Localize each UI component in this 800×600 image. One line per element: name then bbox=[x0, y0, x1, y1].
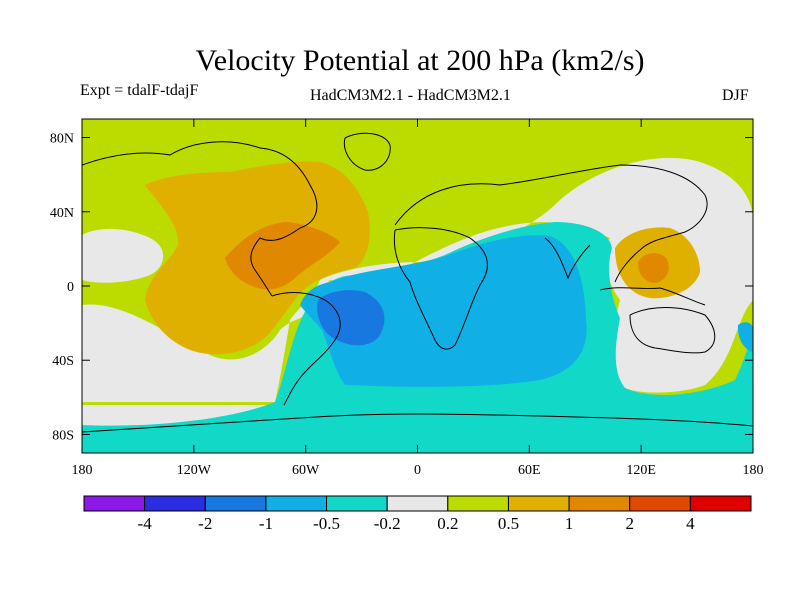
coastline-south-america bbox=[271, 292, 341, 406]
coastline-antarctica bbox=[82, 413, 753, 433]
coastline-maritime bbox=[599, 287, 706, 306]
colorbar-label: -0.5 bbox=[313, 514, 340, 533]
colorbar-label: 1 bbox=[565, 514, 574, 533]
coastlines bbox=[82, 132, 753, 433]
coastline-north-america bbox=[82, 141, 318, 297]
colorbar-label: -0.2 bbox=[374, 514, 401, 533]
lat-tick-label: 80S bbox=[52, 428, 74, 443]
colorbar-swatch bbox=[265, 495, 328, 512]
longitude-axis: 180 120W 60W 0 60E 120E 180 bbox=[72, 119, 764, 478]
lon-tick-label: 60E bbox=[518, 463, 541, 478]
lon-tick-label: 60W bbox=[292, 463, 320, 478]
colorbar-label: -2 bbox=[198, 514, 212, 533]
colorbar-swatch bbox=[447, 495, 509, 512]
colorbar-swatch bbox=[326, 495, 388, 512]
positive-core-maritime bbox=[638, 253, 669, 283]
colorbar-label: 0.5 bbox=[498, 514, 519, 533]
lat-tick-label: 40S bbox=[52, 354, 74, 369]
lon-tick-label: 180 bbox=[72, 463, 93, 478]
negative-core-atlantic bbox=[317, 290, 385, 346]
lon-tick-label: 120E bbox=[626, 463, 656, 478]
season-label: DJF bbox=[722, 87, 749, 104]
neutral-region-southwest bbox=[82, 157, 753, 402]
contour-field bbox=[82, 119, 753, 453]
colorbar-label: -4 bbox=[138, 514, 153, 533]
colorbar-swatch bbox=[568, 495, 631, 512]
colorbar-label: 2 bbox=[625, 514, 634, 533]
colorbar-label: -1 bbox=[259, 514, 273, 533]
negative-region-blue bbox=[300, 235, 587, 387]
colorbar-label: 0.2 bbox=[437, 514, 458, 533]
lat-tick-label: 40N bbox=[50, 206, 74, 221]
colorbar-swatch bbox=[204, 495, 267, 512]
coastline-greenland bbox=[343, 132, 391, 171]
neutral-region-pacific bbox=[82, 228, 164, 283]
lat-tick-label: 80N bbox=[50, 132, 74, 147]
negative-region-blue-east bbox=[737, 322, 753, 352]
lon-tick-label: 0 bbox=[414, 463, 421, 478]
model-label: HadCM3M2.1 - HadCM3M2.1 bbox=[310, 87, 511, 104]
plot-title: Velocity Potential at 200 hPa (km2/s) bbox=[195, 44, 645, 77]
colorbar-label: 4 bbox=[686, 514, 695, 533]
coastline-india bbox=[544, 237, 591, 280]
lon-tick-label: 180 bbox=[743, 463, 764, 478]
colorbar-swatch bbox=[386, 495, 449, 512]
positive-core-caribbean bbox=[225, 222, 340, 290]
experiment-label: Expt = tdalF-tdajF bbox=[80, 82, 199, 99]
colorbar: -4 -2 -1 -0.5 -0.2 0.2 0.5 1 2 4 bbox=[83, 495, 752, 533]
coastline-australia bbox=[629, 307, 716, 354]
colorbar-swatch bbox=[144, 495, 206, 512]
colorbar-swatch bbox=[689, 495, 752, 512]
colorbar-swatch bbox=[629, 495, 691, 512]
colorbar-swatch bbox=[83, 495, 146, 512]
colorbar-swatch bbox=[507, 495, 570, 512]
lat-tick-label: 0 bbox=[67, 280, 74, 295]
coastline-eurasia bbox=[394, 164, 708, 283]
lon-tick-label: 120W bbox=[177, 463, 212, 478]
coastline-africa bbox=[393, 227, 488, 350]
latitude-axis: 80N 40N 0 40S 80S bbox=[50, 132, 753, 443]
